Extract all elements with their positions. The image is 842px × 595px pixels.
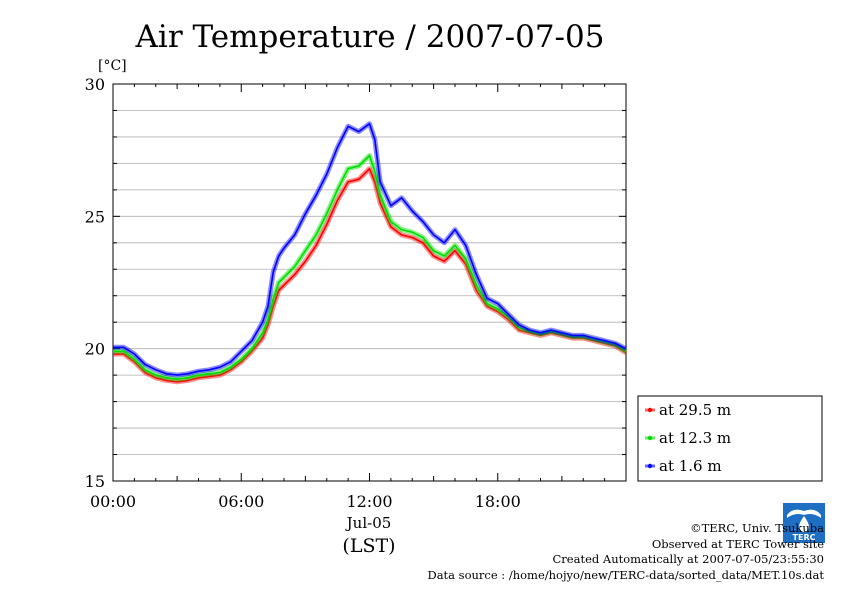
observed-text: Observed at TERC Tower site	[651, 536, 824, 551]
legend-label: at 1.6 m	[659, 457, 722, 475]
legend-box	[637, 395, 823, 482]
legend-label: at 12.3 m	[659, 429, 731, 447]
x-tick-label: 00:00	[90, 492, 136, 511]
series-band-1	[113, 153, 628, 382]
terc-logo-icon: TERC	[783, 503, 825, 543]
source-text: Data source : /home/hojyo/new/TERC-data/…	[427, 567, 824, 582]
legend-marker	[647, 435, 653, 441]
legend-marker	[647, 407, 653, 413]
y-tick-label: 25	[85, 207, 105, 226]
legend-marker	[647, 463, 653, 469]
x-tick-label: 18:00	[475, 492, 521, 511]
logo-drop	[799, 516, 809, 532]
grid	[113, 110, 626, 455]
plot-frame	[112, 83, 627, 482]
x-axis-label: (LST)	[342, 535, 395, 557]
y-tick-label: 15	[85, 472, 105, 491]
credits: ©TERC, Univ. Tsukuba Observed at TERC To…	[427, 521, 824, 583]
series-line-1	[113, 154, 627, 380]
logo-wave	[787, 509, 821, 518]
copyright-text: ©TERC, Univ. Tsukuba	[690, 521, 824, 535]
created-text: Created Automatically at 2007-07-05/23:5…	[552, 552, 825, 567]
date-label: Jul-05	[345, 514, 392, 532]
x-axis: 00:00 06:00 12:00 18:00	[90, 84, 627, 511]
legend: at 29.5 m at 12.3 m at 1.6 m	[637, 395, 823, 482]
series-line-2	[113, 122, 627, 376]
logo-text: TERC	[793, 533, 816, 542]
y-tick-label: 20	[85, 340, 105, 359]
y-unit-label: [°C]	[98, 58, 127, 74]
series-band-0	[113, 166, 628, 385]
x-tick-label: 06:00	[218, 492, 264, 511]
legend-label: at 29.5 m	[659, 401, 731, 419]
series-layer	[113, 121, 628, 385]
series-line-0	[113, 167, 627, 383]
y-tick-label: 30	[85, 75, 105, 94]
y-axis: 15 20 25 30	[85, 75, 626, 491]
chart-title: Air Temperature / 2007-07-05	[135, 19, 605, 55]
x-tick-label: 12:00	[346, 492, 392, 511]
